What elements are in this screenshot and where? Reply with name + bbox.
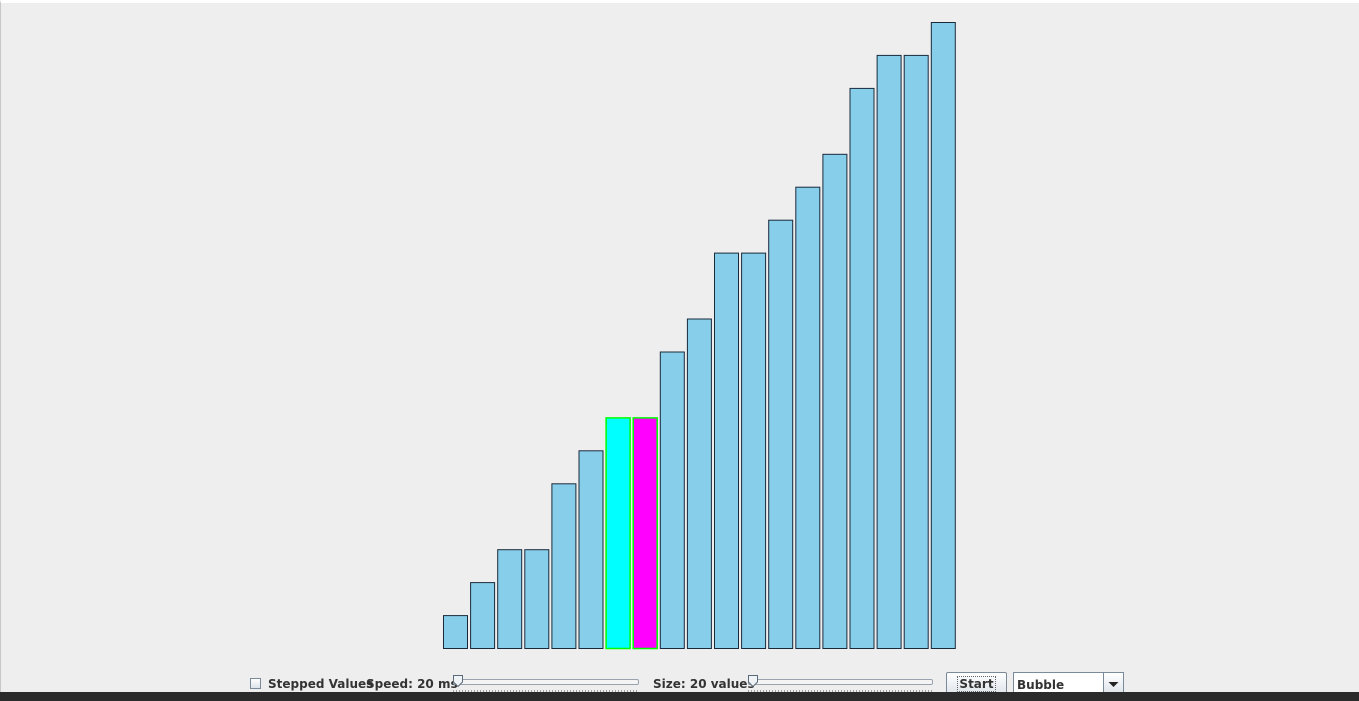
speed-label: Speed: 20 ms xyxy=(366,677,458,691)
speed-slider-track xyxy=(453,679,639,685)
bar-3 xyxy=(524,549,550,650)
size-slider-track xyxy=(748,679,933,685)
bar-highlighted-compare-b xyxy=(632,417,658,650)
bar-15 xyxy=(849,87,875,649)
algorithm-select-dropdown-button[interactable] xyxy=(1103,673,1123,695)
bar-14 xyxy=(822,153,848,650)
speed-slider-thumb[interactable] xyxy=(453,675,463,687)
chevron-down-icon xyxy=(1108,682,1119,687)
bar-12 xyxy=(768,219,794,649)
bar-8 xyxy=(659,351,685,649)
bar-17 xyxy=(903,54,929,649)
size-label: Size: 20 values xyxy=(653,677,755,691)
bars-canvas xyxy=(443,22,956,650)
bar-5 xyxy=(578,450,604,649)
bar-16 xyxy=(876,54,902,649)
stepped-values-label: Stepped Values xyxy=(268,677,374,691)
bar-18 xyxy=(930,22,956,649)
algorithm-select-value: Bubble xyxy=(1017,678,1065,692)
bar-highlighted-compare-a xyxy=(605,417,631,650)
bar-13 xyxy=(795,186,821,649)
bar-0 xyxy=(443,615,468,649)
start-button-label: Start xyxy=(957,676,996,692)
bar-4 xyxy=(551,483,577,649)
bar-11 xyxy=(741,252,767,649)
bar-9 xyxy=(686,318,712,649)
bar-1 xyxy=(470,582,496,649)
size-slider-thumb[interactable] xyxy=(748,675,758,687)
bar-2 xyxy=(497,549,523,650)
taskbar xyxy=(0,692,1359,701)
bar-10 xyxy=(714,252,739,649)
stepped-values-checkbox[interactable] xyxy=(250,678,261,689)
